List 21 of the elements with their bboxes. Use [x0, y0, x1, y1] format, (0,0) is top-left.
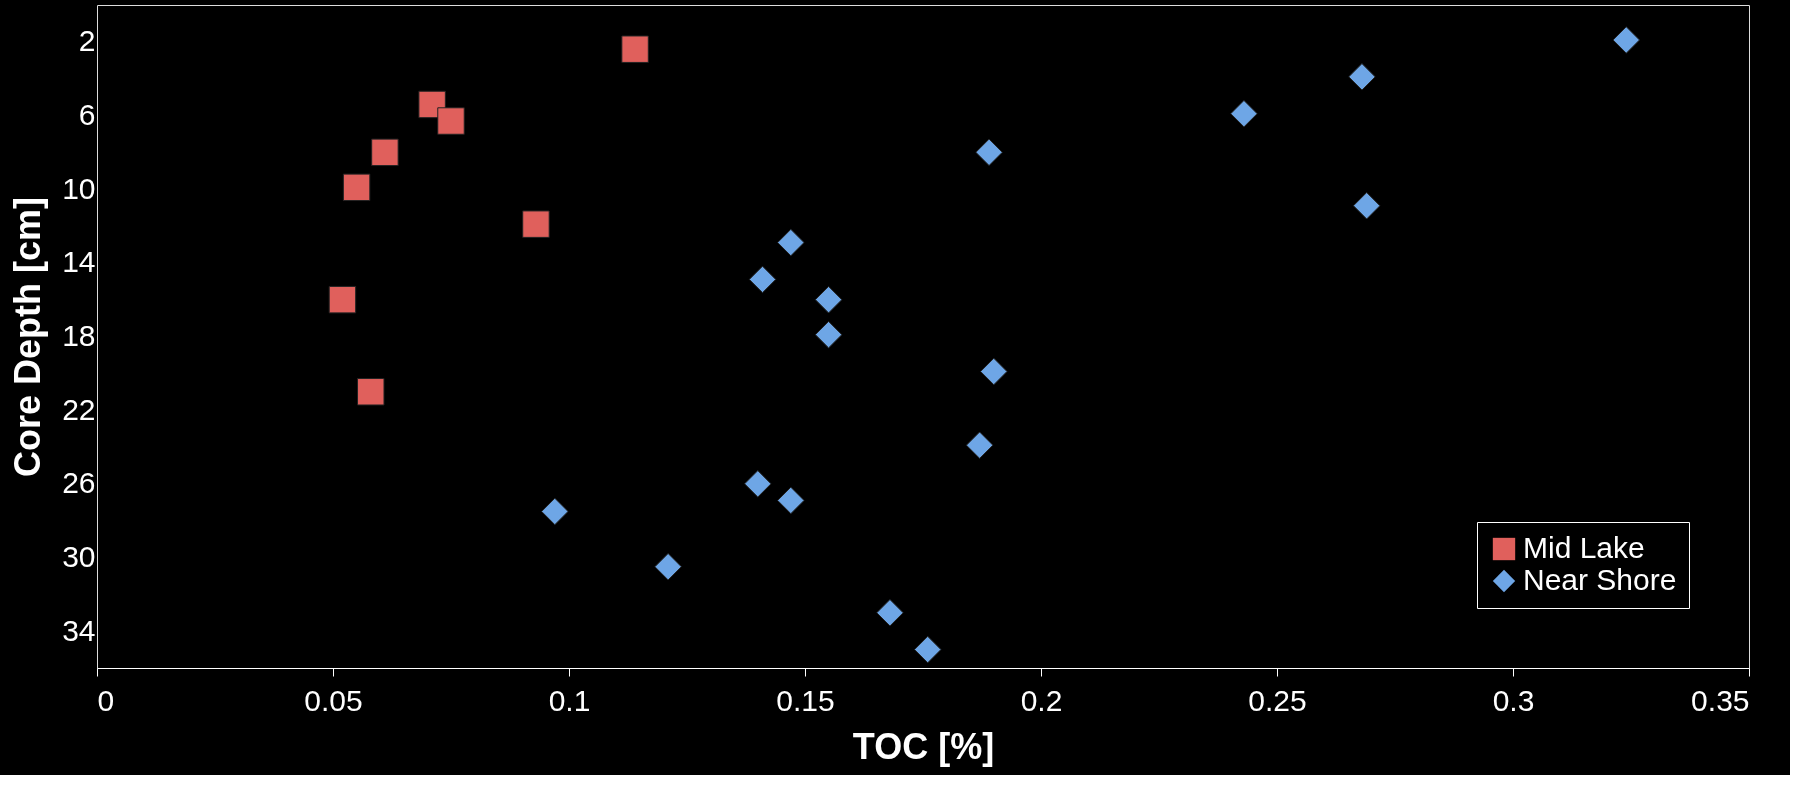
y-tick-label: 26 [62, 466, 96, 500]
y-tick-label: 14 [62, 245, 96, 279]
y-tick-label: 18 [62, 319, 96, 352]
x-tick-label: 0.15 [776, 683, 835, 717]
x-axis-title: TOC [%] [852, 725, 995, 767]
legend-label: Near Shore [1523, 563, 1677, 596]
x-tick-label: 0.2 [1020, 683, 1063, 717]
y-tick-label: 10 [62, 171, 96, 205]
y-axis-title: Core Depth [cm] [7, 196, 49, 478]
y-tick-label: 6 [78, 98, 96, 131]
x-tick-label: 0.3 [1492, 683, 1535, 717]
y-tick-label: 34 [62, 613, 96, 647]
legend-label: Mid Lake [1523, 531, 1645, 564]
y-tick-label: 22 [62, 392, 96, 426]
x-tick-label: 0.35 [1691, 683, 1750, 717]
y-tick-label: 2 [78, 24, 96, 58]
x-tick-label: 0.05 [304, 683, 363, 717]
x-tick-label: 0 [97, 683, 115, 717]
x-tick-label: 0.25 [1248, 683, 1307, 717]
y-tick-label: 30 [62, 540, 96, 573]
x-tick-label: 0.1 [548, 683, 591, 717]
